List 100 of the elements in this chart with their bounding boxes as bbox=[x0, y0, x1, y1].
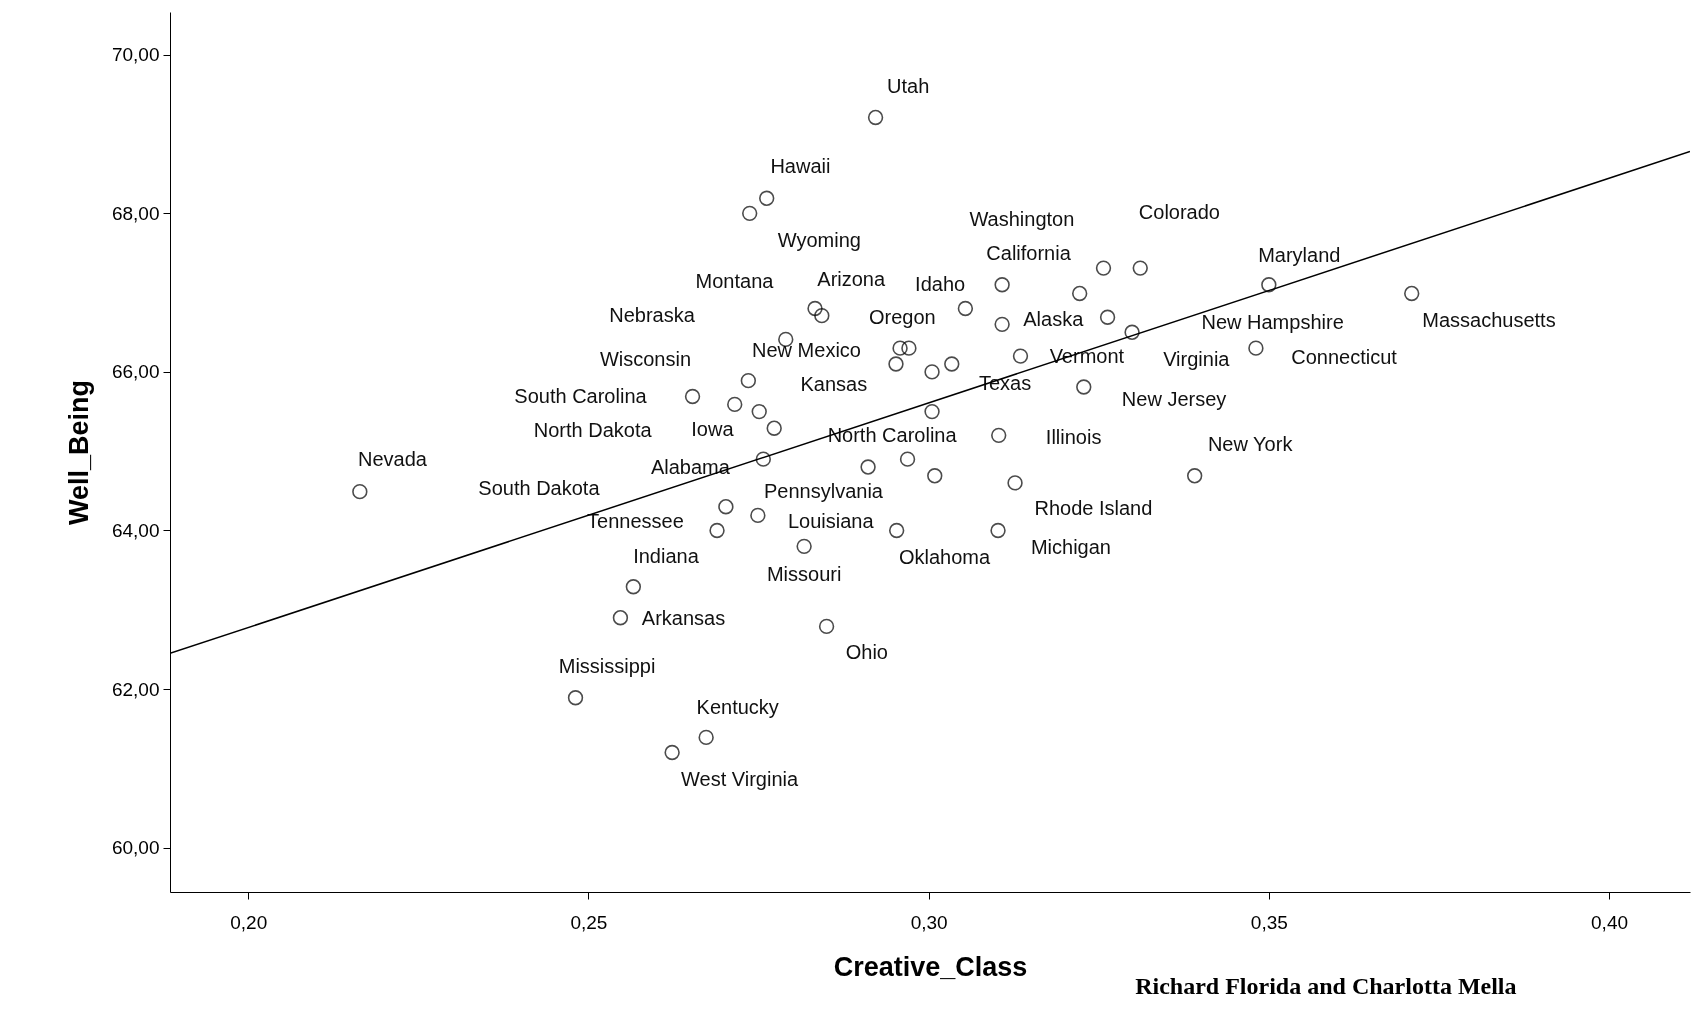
point bbox=[352, 483, 368, 500]
y-axis-title: Well_Being bbox=[63, 379, 94, 526]
point bbox=[860, 459, 876, 475]
point bbox=[814, 307, 830, 324]
point bbox=[924, 403, 940, 420]
point bbox=[796, 538, 812, 555]
annotation: Montana bbox=[695, 270, 775, 293]
x-axis-title: Creative_Class bbox=[833, 951, 1028, 982]
x-tick-label: 0,30 bbox=[910, 911, 948, 933]
point bbox=[766, 420, 782, 436]
point bbox=[1071, 285, 1088, 302]
annotation: Wisconsin bbox=[599, 348, 692, 371]
y-tick-label: 66,00 bbox=[111, 361, 160, 383]
x-tick-label: 0,25 bbox=[570, 911, 608, 933]
point bbox=[1132, 260, 1148, 276]
point bbox=[927, 468, 943, 484]
point bbox=[1124, 324, 1140, 340]
point bbox=[1404, 285, 1420, 302]
annotation: Oregon bbox=[868, 306, 936, 329]
point bbox=[1095, 260, 1112, 276]
annotation: Hawaii bbox=[770, 154, 831, 177]
point bbox=[944, 356, 960, 372]
text: Richard Florida and Charlotta Mella bbox=[1135, 973, 1517, 999]
point bbox=[994, 316, 1010, 333]
annotation: California bbox=[986, 242, 1072, 265]
annotation: South Carolina bbox=[514, 384, 648, 407]
annotation: Louisiana bbox=[787, 509, 875, 532]
x-tick-label: 0,20 bbox=[230, 911, 268, 933]
annotation: Mississippi bbox=[558, 655, 656, 678]
annotation: New Jersey bbox=[1121, 388, 1227, 411]
annotation: Michigan bbox=[1030, 535, 1111, 558]
point bbox=[727, 396, 743, 413]
annotation: Utah bbox=[887, 74, 930, 97]
point bbox=[1261, 277, 1277, 293]
annotation: Wyoming bbox=[777, 228, 861, 251]
point bbox=[740, 372, 757, 389]
y-tick-label: 64,00 bbox=[111, 519, 160, 541]
point bbox=[1076, 379, 1092, 395]
point bbox=[612, 610, 629, 626]
x-tick-label: 0,40 bbox=[1591, 911, 1629, 933]
annotation: Iowa bbox=[691, 418, 735, 441]
point bbox=[807, 300, 823, 317]
point bbox=[755, 451, 771, 467]
y-tick-label: 70,00 bbox=[111, 44, 160, 66]
point bbox=[888, 356, 904, 372]
point bbox=[892, 340, 908, 356]
point bbox=[567, 690, 584, 706]
annotation: Rhode Island bbox=[1034, 497, 1153, 520]
annotation: West Virginia bbox=[681, 767, 800, 790]
point bbox=[1012, 348, 1029, 364]
annotation: Kentucky bbox=[696, 696, 779, 719]
annotation: Maryland bbox=[1258, 244, 1341, 267]
annotation: Connecticut bbox=[1291, 345, 1398, 368]
point bbox=[718, 499, 734, 515]
point bbox=[957, 300, 974, 317]
annotation: North Carolina bbox=[827, 424, 958, 447]
annotation: South Dakota bbox=[478, 476, 601, 499]
point bbox=[888, 522, 905, 539]
annotation: Ohio bbox=[845, 640, 888, 663]
point bbox=[991, 427, 1007, 444]
annotation: Missouri bbox=[766, 562, 842, 585]
point bbox=[1186, 468, 1203, 484]
annotation: Arkansas bbox=[641, 606, 726, 629]
point bbox=[924, 364, 940, 380]
annotation: Illinois bbox=[1045, 426, 1102, 449]
point bbox=[901, 340, 917, 356]
annotation: Tennessee bbox=[587, 509, 684, 532]
annotation: North Dakota bbox=[533, 419, 653, 442]
point bbox=[709, 522, 725, 539]
point bbox=[818, 618, 835, 635]
annotation: Idaho bbox=[915, 272, 966, 295]
point bbox=[698, 729, 714, 746]
point bbox=[867, 109, 884, 126]
annotation: New York bbox=[1207, 433, 1294, 456]
x-tick-label: 0,35 bbox=[1250, 911, 1288, 933]
annotation: Nevada bbox=[358, 448, 428, 471]
point bbox=[994, 277, 1010, 293]
point bbox=[1248, 340, 1264, 356]
point bbox=[759, 190, 775, 206]
annotation: Virginia bbox=[1163, 348, 1231, 371]
annotation: New Hampshire bbox=[1201, 310, 1344, 333]
annotation: Indiana bbox=[633, 545, 700, 568]
annotation: Oklahoma bbox=[898, 545, 991, 568]
point bbox=[751, 403, 767, 420]
annotation: Arizona bbox=[817, 267, 886, 290]
y-tick-label: 60,00 bbox=[111, 837, 160, 859]
point bbox=[1099, 309, 1116, 325]
y-tick-label: 68,00 bbox=[111, 202, 160, 224]
annotation: Nebraska bbox=[609, 304, 696, 327]
annotation: Alabama bbox=[650, 455, 731, 478]
annotation: Washington bbox=[969, 208, 1075, 231]
annotation: Pennsylvania bbox=[763, 480, 884, 503]
point bbox=[684, 388, 701, 405]
point bbox=[664, 744, 680, 761]
annotation: Kansas bbox=[800, 373, 868, 396]
annotation: Colorado bbox=[1138, 200, 1220, 223]
point bbox=[625, 579, 642, 595]
point bbox=[990, 522, 1006, 539]
point bbox=[750, 507, 766, 524]
point bbox=[1007, 475, 1023, 491]
